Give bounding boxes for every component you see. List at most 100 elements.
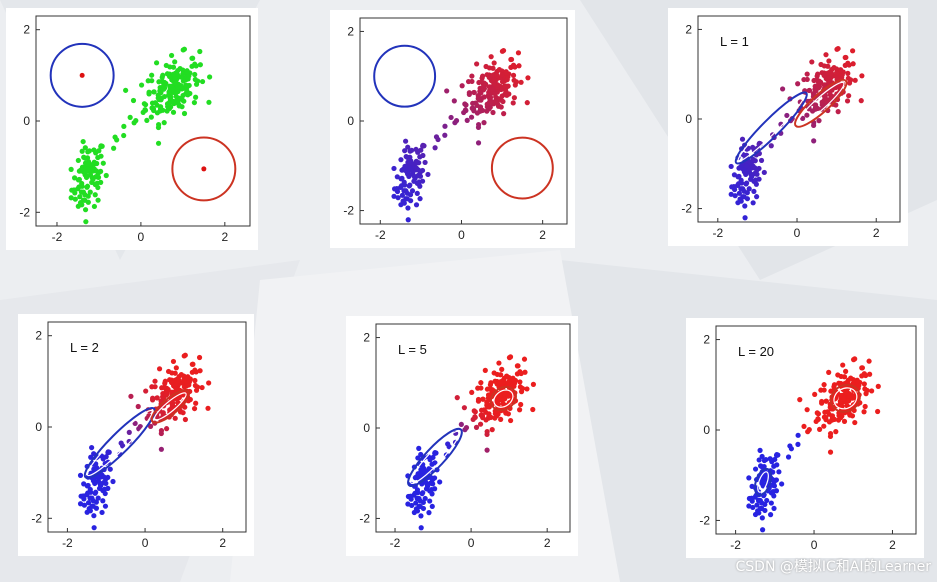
data-point — [142, 107, 149, 113]
data-point — [499, 72, 505, 78]
data-point — [823, 398, 830, 404]
data-point — [752, 466, 759, 472]
data-point — [448, 114, 454, 121]
data-point — [191, 99, 198, 106]
data-point — [143, 388, 149, 394]
data-point — [417, 183, 423, 189]
data-point — [82, 170, 88, 176]
y-tick-label: 2 — [685, 22, 692, 36]
data-point — [427, 498, 433, 504]
data-point — [82, 145, 88, 151]
data-point — [76, 184, 82, 190]
scatter-plot-2: -2 0 2 2 0 -2 — [343, 17, 568, 242]
data-point — [170, 358, 177, 365]
data-point — [148, 114, 154, 120]
panel-5: -2 0 2 2 0 -2 L = 5 — [346, 316, 578, 556]
data-point — [432, 450, 438, 456]
data-point — [90, 503, 96, 509]
data-point — [508, 56, 514, 63]
data-point — [869, 388, 875, 394]
data-point — [177, 65, 183, 72]
data-point — [861, 381, 867, 387]
x-tick-label: 2 — [544, 536, 551, 550]
data-point — [417, 196, 423, 202]
data-point — [759, 500, 765, 506]
data-point — [181, 384, 187, 390]
data-point — [403, 138, 409, 144]
data-point — [822, 414, 828, 420]
data-point — [432, 145, 438, 151]
data-point — [87, 189, 93, 195]
data-point — [79, 148, 85, 154]
data-point — [407, 165, 413, 171]
data-point — [761, 169, 767, 176]
data-point — [469, 73, 475, 79]
data-point — [480, 396, 486, 402]
data-point — [454, 395, 460, 401]
data-point — [862, 403, 868, 410]
data-point — [499, 93, 505, 99]
data-point — [771, 493, 777, 499]
data-point — [181, 98, 187, 104]
y-tick-label: -2 — [681, 202, 692, 216]
data-point — [818, 387, 824, 393]
data-point — [112, 134, 118, 140]
data-point — [121, 132, 127, 139]
data-point — [732, 193, 738, 199]
data-point — [86, 506, 92, 512]
data-point — [180, 71, 186, 77]
data-point — [848, 375, 854, 381]
data-point — [843, 368, 849, 374]
data-point — [475, 92, 481, 99]
data-point — [93, 489, 99, 495]
data-point — [127, 114, 133, 120]
blue-component-circle — [373, 44, 437, 108]
data-point — [81, 154, 87, 160]
data-point — [91, 203, 98, 210]
data-point — [145, 78, 151, 84]
data-point — [429, 491, 435, 497]
data-point — [858, 98, 864, 104]
data-point — [91, 159, 97, 165]
data-point — [82, 192, 88, 198]
data-point — [518, 401, 524, 408]
data-point — [785, 454, 792, 460]
data-point — [731, 184, 737, 190]
data-point — [180, 410, 186, 416]
data-point — [468, 114, 475, 120]
data-point — [485, 404, 491, 410]
data-point — [478, 380, 484, 386]
data-point — [82, 197, 88, 203]
data-point — [133, 118, 139, 124]
data-point — [751, 188, 757, 194]
y-tick-label: 2 — [347, 24, 354, 38]
blue-component-circle — [49, 42, 115, 108]
data-point — [101, 474, 107, 480]
data-point — [83, 219, 89, 225]
data-point — [206, 380, 212, 386]
data-point — [82, 207, 89, 213]
data-point — [826, 58, 832, 64]
data-point — [801, 76, 807, 83]
data-point — [172, 377, 178, 383]
data-point — [429, 503, 435, 510]
data-point — [105, 449, 111, 455]
data-point — [477, 104, 484, 110]
data-point — [149, 384, 155, 390]
data-point — [161, 86, 167, 92]
data-point — [417, 503, 423, 510]
data-point — [490, 109, 496, 116]
data-point — [100, 498, 106, 504]
data-point — [98, 153, 104, 159]
data-point — [761, 475, 767, 481]
data-point — [867, 371, 873, 377]
data-point — [767, 512, 774, 518]
data-point — [831, 382, 838, 388]
data-point — [77, 472, 84, 478]
red-ellipse-inner — [833, 387, 858, 410]
data-point — [463, 107, 469, 114]
data-point — [451, 98, 457, 104]
data-point — [761, 457, 768, 464]
data-point — [768, 143, 774, 149]
data-point — [442, 132, 448, 138]
